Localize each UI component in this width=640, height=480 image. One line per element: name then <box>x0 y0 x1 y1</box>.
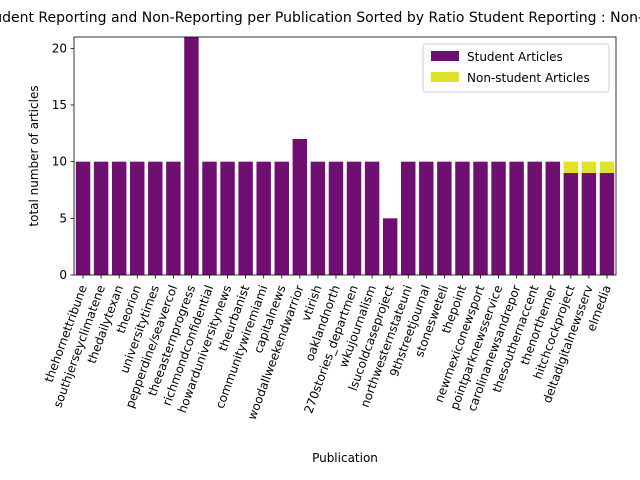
bar-student-lsucoldcaseproject <box>382 218 398 275</box>
bar-student-elmedia <box>599 173 615 275</box>
bar-student-thehornettribune <box>75 161 91 275</box>
bar-student-southjerseyclimatene <box>93 161 109 275</box>
bar-student-theurbanist <box>238 161 253 275</box>
bar-student-carolinanewsandrepor <box>509 161 524 275</box>
legend-swatch-nonstudent <box>431 72 459 82</box>
bar-student-communitywiremiami <box>256 161 271 275</box>
bar-nonstudent-hitchcockproject <box>563 161 579 173</box>
bar-student-woodallweekendwarrior <box>292 139 308 275</box>
bar-nonstudent-elmedia <box>599 161 615 173</box>
bar-student-stonesweteli <box>437 161 452 275</box>
bar-student-pointparknewsservice <box>491 161 506 275</box>
bar-student-theeasternprogress <box>184 37 199 275</box>
y-axis-label: total number of articles <box>27 85 41 226</box>
plot-frame <box>73 36 617 276</box>
plot-border <box>73 36 617 276</box>
y-tick-label: 15 <box>52 98 67 112</box>
bar-student-thedailytexan <box>111 161 127 275</box>
bar-nonstudent-deltadigitalnewsserv <box>581 161 597 173</box>
x-axis: thehornettribunesouthjerseyclimatenethed… <box>42 275 614 422</box>
legend: Student Articles Non-student Articles <box>422 43 610 93</box>
bar-student-vtirish <box>310 161 326 275</box>
bar-student-wkujournalism <box>364 161 380 275</box>
bar-student-theorion <box>130 161 145 275</box>
legend-swatch-student <box>431 51 459 61</box>
legend-label-nonstudent: Non-student Articles <box>467 71 590 85</box>
legend-label-student: Student Articles <box>467 50 563 64</box>
bar-student-deltadigitalnewsserv <box>581 173 597 275</box>
x-axis-label: Publication <box>312 451 378 465</box>
bar-student-thenortherner <box>545 161 560 275</box>
y-axis: 0 5 10 15 20 <box>52 41 74 282</box>
y-tick-label: 10 <box>52 155 67 169</box>
y-tick-label: 20 <box>52 41 67 55</box>
bar-student-9thstreetjournal <box>419 161 434 275</box>
bar-student-universitytimes <box>148 161 163 275</box>
bar-student-pepperdine-seavercol <box>166 161 181 275</box>
bar-student-oaklandnorth <box>328 161 344 275</box>
bar-student-hitchcockproject <box>563 173 579 275</box>
legend-box <box>422 43 610 93</box>
bar-student-thesouthernaccent <box>527 161 542 275</box>
bar-student-270stories-departmen <box>346 161 362 275</box>
bar-student-northwesternstateuni <box>401 161 416 275</box>
bar-student-capitalnews <box>274 161 289 275</box>
bar-student-newmexiconewsport <box>473 161 488 275</box>
bar-student-richmondconfidential <box>202 161 217 275</box>
bars-group <box>75 37 615 275</box>
chart-title: Student Reporting and Non-Reporting per … <box>0 10 640 26</box>
y-tick-label: 5 <box>59 211 67 225</box>
bar-student-howarduniversitynews <box>220 161 235 275</box>
bar-student-thepoint <box>455 161 470 275</box>
y-tick-label: 0 <box>59 268 67 282</box>
